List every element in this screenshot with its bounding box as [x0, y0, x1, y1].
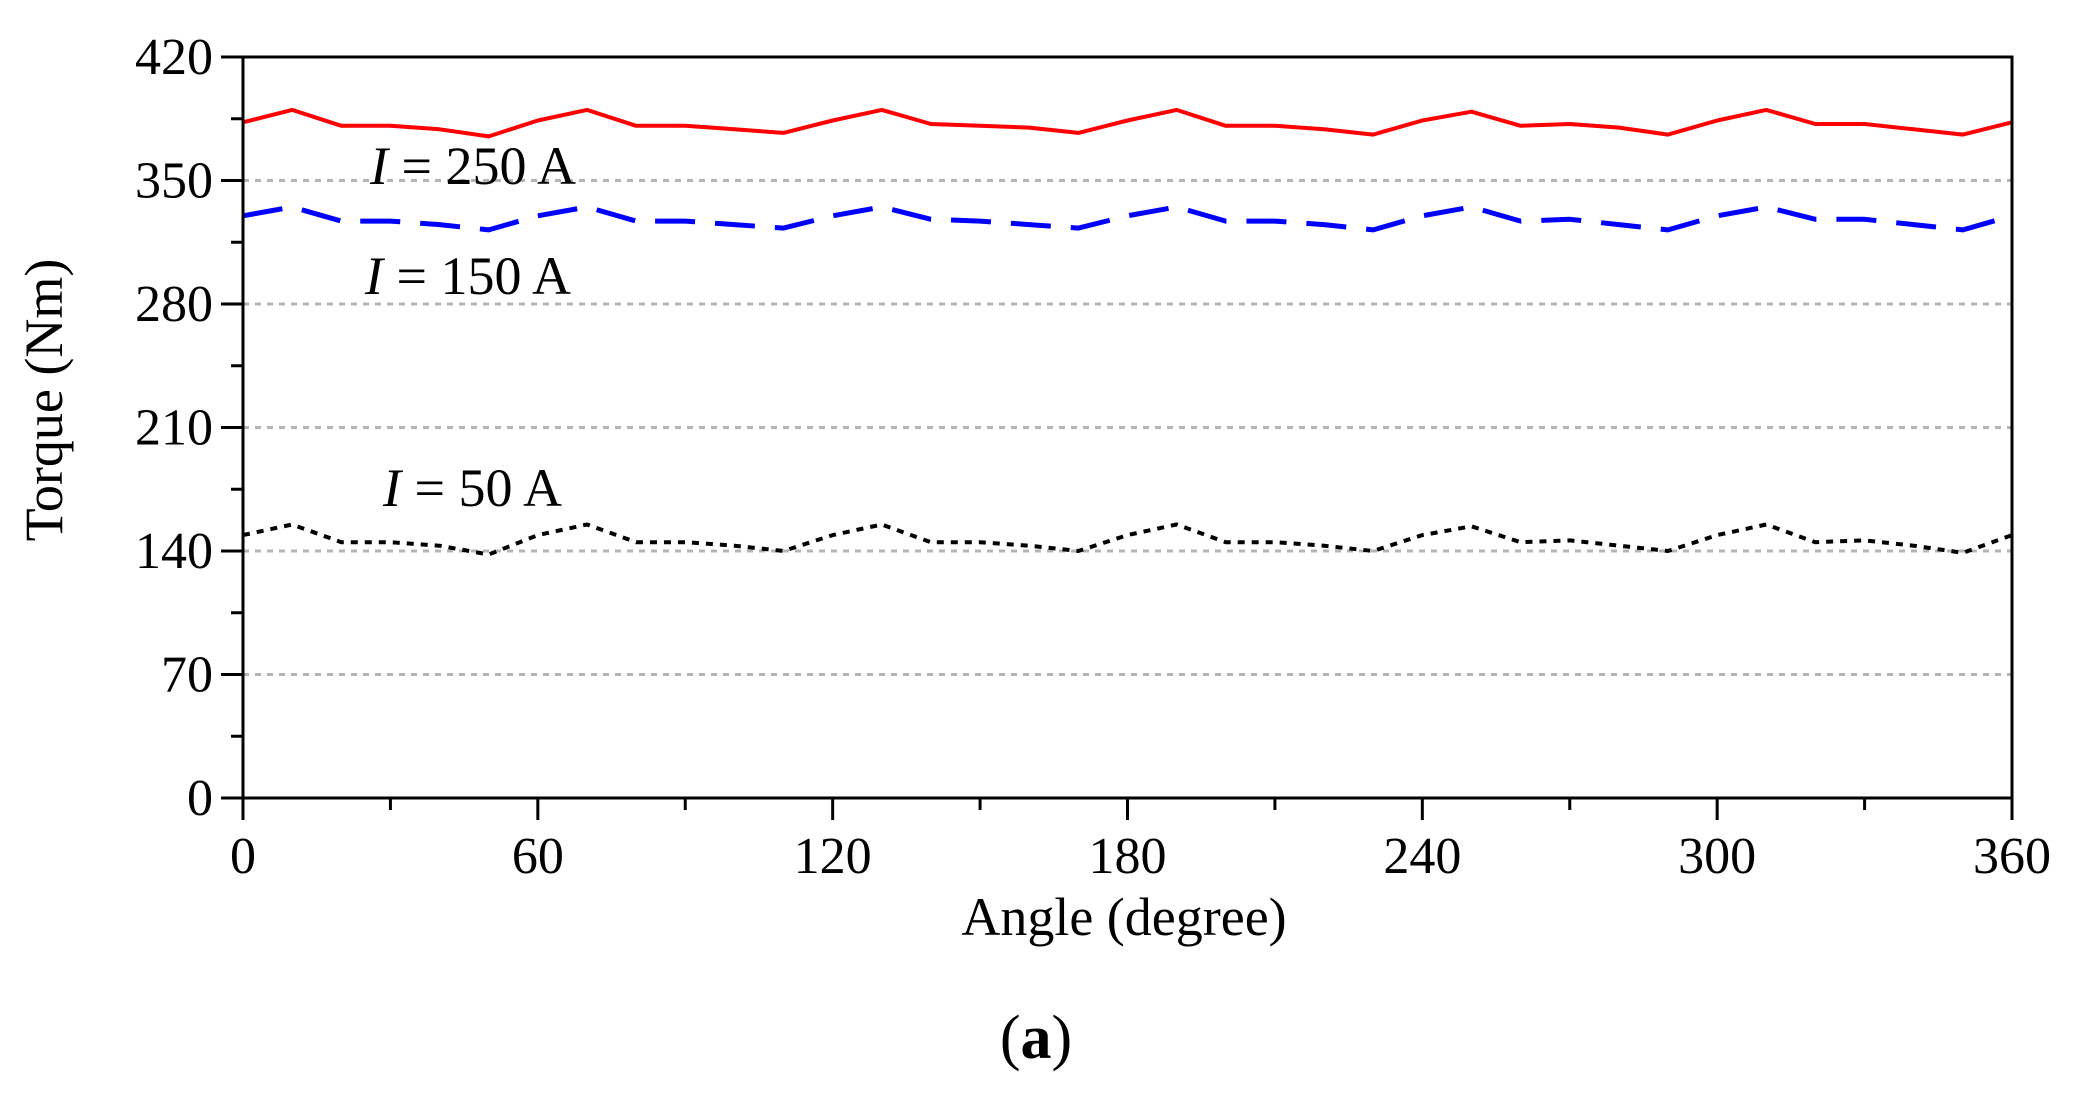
x-axis-title: Angle (degree): [961, 887, 1286, 947]
y-tick-label-280: 280: [135, 276, 213, 333]
tick-labels: 0 70 140 210 280 350 420 0 60 120 180 240 300 360: [135, 29, 2051, 885]
y-axis-title: Torque (Nm): [14, 259, 74, 542]
x-tick-label-240: 240: [1383, 828, 1461, 885]
series-label-150a: I = 150 A: [364, 246, 571, 306]
x-tick-label-360: 360: [1973, 828, 2051, 885]
x-tick-label-180: 180: [1089, 828, 1167, 885]
series-line-i-150-a: [242, 204, 2013, 233]
x-tick-label-60: 60: [512, 828, 564, 885]
series-line-i-250-a: [242, 107, 2013, 139]
series-label-50a: I = 50 A: [382, 458, 562, 518]
series-label-250a: I = 250 A: [369, 136, 576, 196]
y-tick-label-210: 210: [135, 400, 213, 457]
series-lines: [242, 107, 2013, 557]
x-tick-label-120: 120: [794, 828, 872, 885]
y-tick-label-140: 140: [135, 523, 213, 580]
x-tick-label-0: 0: [230, 828, 256, 885]
y-tick-label-70: 70: [161, 647, 213, 704]
plot-frame: [241, 55, 2014, 800]
figure-caption: (a): [1000, 1004, 1072, 1072]
y-tick-label-350: 350: [135, 153, 213, 210]
x-tick-label-300: 300: [1678, 828, 1756, 885]
axis-ticks: [221, 55, 2014, 820]
y-tick-label-420: 420: [135, 29, 213, 86]
y-tick-label-0: 0: [187, 770, 213, 827]
